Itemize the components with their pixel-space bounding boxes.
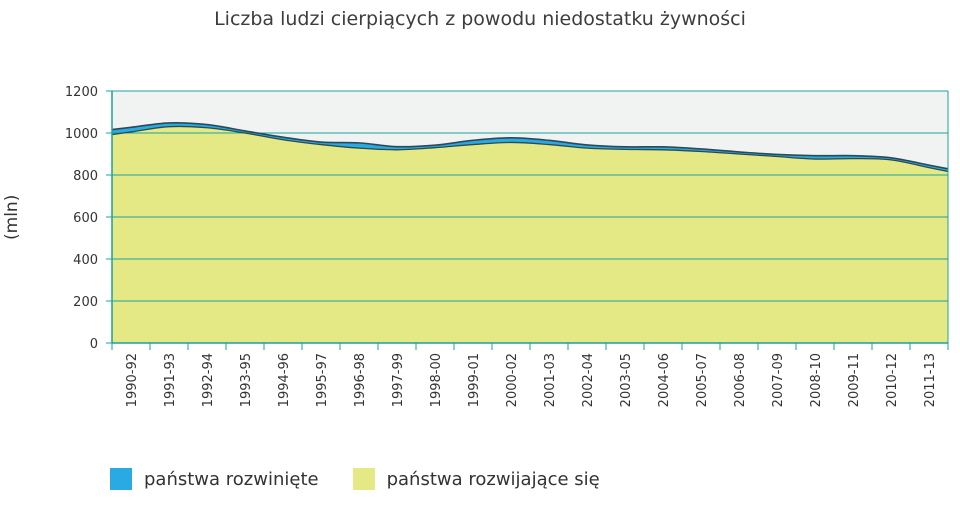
axes: 0 200 400 600 800 1000 1200 1990-92 1991-93 1992-… (65, 85, 949, 407)
x-tick-label: 1993-95 (239, 353, 254, 407)
legend: państwa rozwinięte państwa rozwijające s… (110, 468, 634, 490)
legend-label-developed: państwa rozwinięte (144, 468, 319, 490)
x-tick-label: 2001-03 (543, 353, 558, 407)
y-tick-label: 0 (90, 337, 98, 352)
x-tick-label: 2003-05 (619, 353, 634, 407)
y-tick-label: 200 (73, 295, 98, 310)
x-tick-label: 1996-98 (353, 353, 368, 407)
x-tick-label: 2009-11 (847, 353, 862, 407)
x-tick-label: 1990-92 (125, 353, 140, 407)
x-tick-label: 1992-94 (201, 353, 216, 407)
legend-swatch-developed (110, 468, 132, 490)
line-total (111, 122, 949, 170)
area-developing (112, 126, 948, 343)
legend-item-developed: państwa rozwinięte (110, 468, 319, 490)
x-tick-label: 2006-08 (733, 353, 748, 407)
x-tick-label: 1999-01 (467, 353, 482, 407)
legend-label-developing: państwa rozwijające się (386, 468, 600, 490)
x-tick-label: 2010-12 (885, 353, 900, 407)
legend-item-developing: państwa rozwijające się (352, 468, 600, 490)
x-tick-label: 2004-06 (657, 353, 672, 407)
x-tick-label: 1991-93 (163, 353, 178, 407)
x-tick-label: 2007-09 (771, 353, 786, 407)
x-tick-label: 2011-13 (923, 353, 938, 407)
y-tick-label: 800 (73, 169, 98, 184)
x-tick-label: 2005-07 (695, 353, 710, 407)
line-developing (111, 125, 949, 173)
y-tick-label: 1200 (65, 85, 98, 100)
legend-swatch-developing (352, 468, 375, 490)
y-tick-label: 600 (73, 211, 98, 226)
y-tick-label: 400 (73, 253, 98, 268)
x-tick-label: 1997-99 (391, 353, 406, 407)
x-tick-label: 1995-97 (315, 353, 330, 407)
chart-title: Liczba ludzi cierpiących z powodu niedos… (214, 8, 746, 30)
x-tick-label: 2008-10 (809, 353, 824, 407)
x-tick-label: 2002-04 (581, 353, 596, 407)
x-tick-label: 1994-96 (277, 353, 292, 407)
y-tick-label: 1000 (65, 127, 98, 142)
area-layer (111, 90, 949, 344)
x-tick-label: 1998-00 (429, 353, 444, 407)
x-tick-label: 2000-02 (505, 353, 520, 407)
